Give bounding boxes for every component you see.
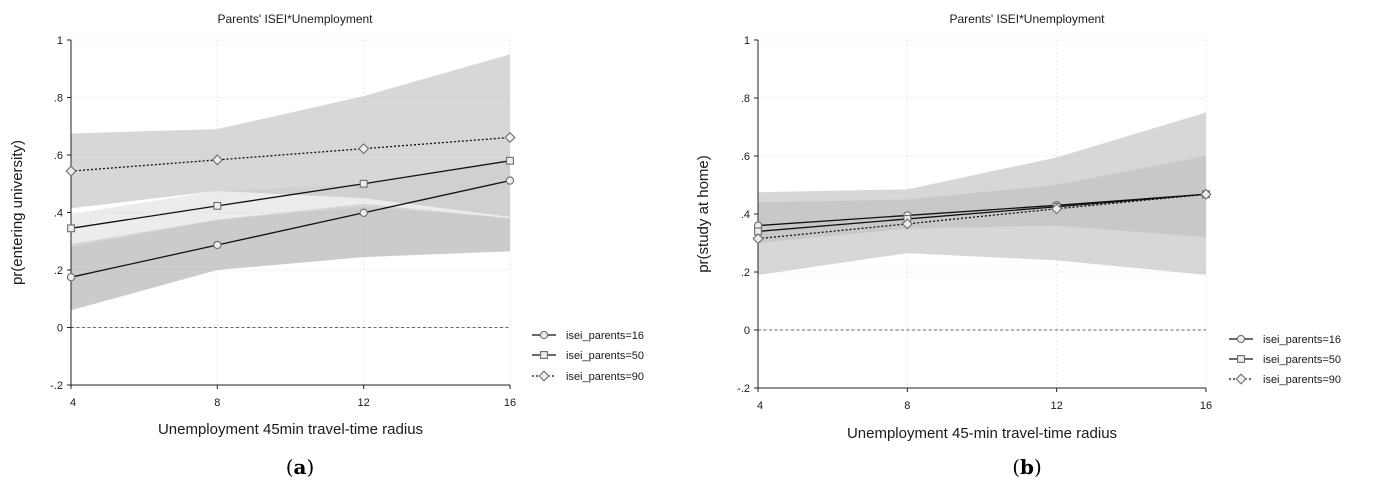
data-point-circle — [505, 176, 515, 185]
data-point-diamond — [504, 131, 516, 144]
x-tick-label: 4 — [757, 400, 763, 412]
data-point-circle — [66, 273, 76, 282]
x-tick-label: 8 — [904, 400, 910, 412]
ci-band-diamond — [71, 54, 510, 217]
data-point-square — [359, 179, 368, 188]
y-axis-label: pr(study at home) — [695, 155, 712, 273]
panel-caption: (a) — [286, 455, 315, 479]
panel-caption-letter: b — [1020, 455, 1034, 479]
data-point-diamond — [752, 233, 764, 245]
y-tick-label: 1 — [57, 35, 63, 47]
legend-entry-label: isei_parents=16 — [566, 330, 644, 342]
series-line-diamond — [70, 136, 511, 172]
legend-marker-square — [540, 351, 548, 359]
ci-band-diamond — [758, 112, 1206, 275]
legend-entry-label: isei_parents=90 — [1263, 374, 1341, 386]
legend: isei_parents=16 isei_parents=50 isei_paren… — [1229, 334, 1341, 386]
series-line-square — [757, 193, 1207, 233]
x-tick-label: 8 — [214, 397, 220, 409]
x-tick-label: 12 — [358, 397, 370, 409]
data-point-diamond — [901, 218, 913, 230]
y-tick-label: 0 — [744, 325, 750, 337]
legend-marker-diamond — [538, 370, 550, 382]
series-line-circle — [757, 193, 1207, 227]
data-point-circle — [213, 240, 222, 250]
legend: isei_parents=16 isei_parents=50 isei_paren… — [532, 330, 644, 383]
legend-entry-label: isei_parents=50 — [1263, 354, 1341, 366]
x-tick-label: 16 — [504, 397, 516, 409]
y-tick-label: .2 — [741, 267, 750, 279]
x-tick-label: 12 — [1051, 400, 1063, 412]
data-point-square — [506, 156, 514, 165]
x-tick-label: 4 — [70, 397, 76, 409]
y-tick-label: .8 — [741, 93, 750, 105]
data-point-diamond — [65, 165, 77, 177]
x-axis-label: Unemployment 45-min travel-time radius — [847, 425, 1117, 442]
legend-entry-label: isei_parents=90 — [566, 371, 644, 383]
data-point-diamond — [1051, 203, 1063, 215]
data-point-diamond — [211, 154, 223, 166]
panel-caption-letter: a — [294, 455, 307, 479]
series-line-diamond — [757, 193, 1207, 240]
series-line-circle — [70, 179, 511, 278]
data-point-circle — [359, 208, 368, 217]
panel-caption: (b) — [1012, 455, 1042, 479]
x-axis-label: Unemployment 45min travel-time radius — [158, 421, 423, 438]
y-tick-label: 0 — [57, 323, 63, 335]
y-tick-label: .8 — [54, 93, 63, 105]
data-point-square — [67, 224, 75, 233]
data-point-square — [213, 201, 222, 210]
legend-marker-circle — [539, 330, 549, 340]
ci-band-circle — [71, 203, 510, 311]
x-tick-label: 16 — [1200, 400, 1212, 412]
legend-marker-square — [1237, 355, 1245, 363]
y-tick-label: -.2 — [50, 380, 63, 392]
series-line-square — [70, 160, 511, 229]
y-tick-label: -.2 — [737, 383, 750, 395]
chart-panel-a: 1 .8 .6 .4 .2 0 -.2 4 8 12 16 Parents' ISEI*Unemplo… — [9, 12, 644, 479]
legend-entry-label: isei_parents=50 — [566, 350, 644, 362]
y-tick-label: .2 — [54, 265, 63, 277]
y-tick-label: 1 — [744, 35, 750, 47]
legend-entry-label: isei_parents=16 — [1263, 334, 1341, 346]
chart-panel-b: 1 .8 .6 .4 .2 0 -.2 4 8 12 16 Parents' ISEI*Unemplo… — [695, 12, 1341, 479]
chart-title: Parents' ISEI*Unemployment — [949, 12, 1105, 26]
legend-marker-diamond — [1235, 373, 1247, 385]
legend-marker-circle — [1236, 334, 1246, 344]
y-tick-label: .4 — [54, 208, 63, 220]
y-axis-label: pr(entering university) — [9, 140, 26, 285]
data-point-diamond — [358, 143, 370, 155]
y-tick-label: .6 — [741, 151, 750, 163]
y-tick-label: .4 — [741, 209, 750, 221]
y-tick-label: .6 — [54, 150, 63, 162]
chart-title: Parents' ISEI*Unemployment — [217, 12, 373, 26]
data-point-diamond — [1200, 188, 1212, 200]
